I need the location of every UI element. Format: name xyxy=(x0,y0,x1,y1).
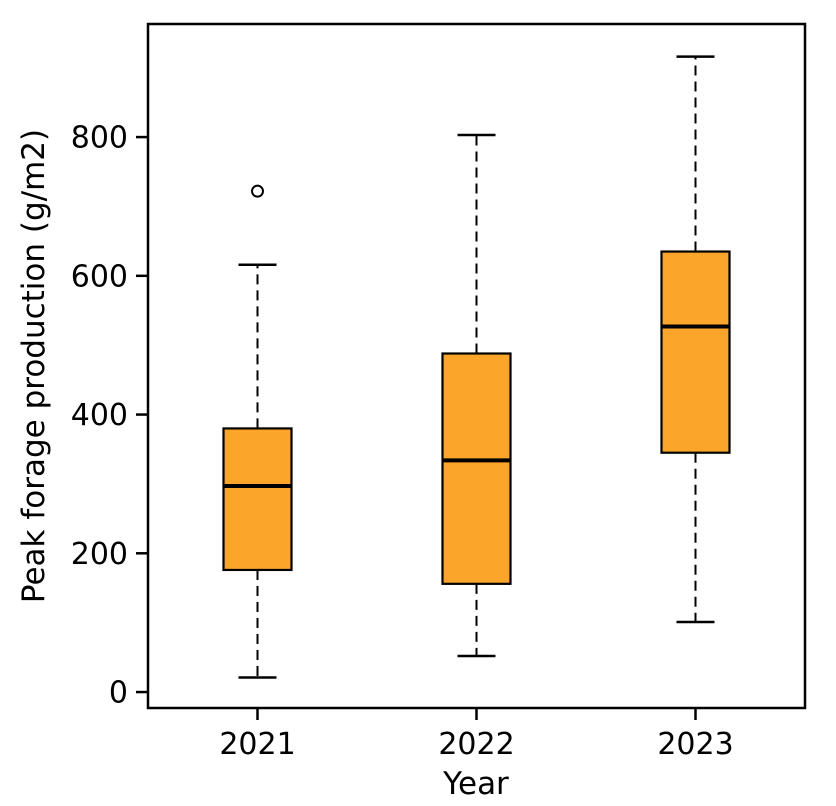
y-axis-label: Peak forage production (g/m2) xyxy=(16,129,52,603)
box-2023 xyxy=(660,250,731,454)
y-tick-label: 600 xyxy=(71,259,128,294)
x-tick-label: 2021 xyxy=(219,727,295,762)
y-tick-label: 400 xyxy=(71,398,128,433)
outlier-point-2021 xyxy=(251,184,264,198)
x-axis-label: Year xyxy=(442,766,509,802)
x-tick-label: 2023 xyxy=(657,727,733,762)
plot-area: 0 200 400 600 800 2021 2022 2023 xyxy=(71,22,807,762)
box-2021 xyxy=(222,427,293,572)
y-tick-label: 800 xyxy=(71,121,128,156)
y-tick-label: 0 xyxy=(109,676,128,711)
box-2022 xyxy=(441,352,512,585)
plot-border xyxy=(146,22,807,710)
x-tick-label: 2022 xyxy=(438,727,514,762)
y-tick-label: 200 xyxy=(71,537,128,572)
